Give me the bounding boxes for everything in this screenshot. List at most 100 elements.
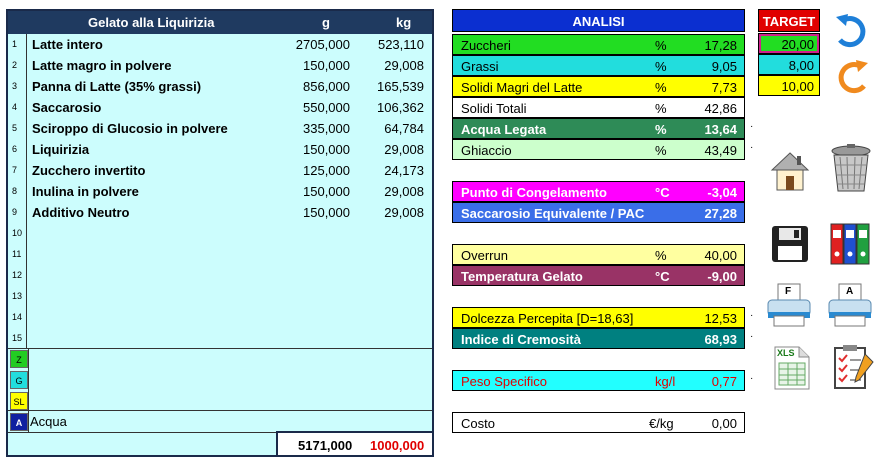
ingredient-grams[interactable]: 150,000 xyxy=(303,58,350,73)
print-f-icon[interactable]: F xyxy=(766,282,812,328)
target-grassi[interactable]: 8,00 xyxy=(758,54,820,75)
totals-row: 5171,000 1000,000 xyxy=(276,431,434,457)
binders-icon[interactable] xyxy=(829,220,873,266)
ingredient-grams[interactable]: 150,000 xyxy=(303,142,350,157)
ingredient-row[interactable]: 1 Latte intero 2705,000 523,110 xyxy=(8,34,432,55)
ingredient-row[interactable]: 15 xyxy=(8,328,432,349)
row-number: 8 xyxy=(12,186,18,196)
ingredient-name[interactable]: Zucchero invertito xyxy=(32,163,146,178)
total-g: 5171,000 xyxy=(298,438,353,453)
ingredient-grams[interactable]: 2705,000 xyxy=(295,37,350,52)
ingredient-row[interactable]: 7 Zucchero invertito 125,000 24,173 xyxy=(8,160,432,181)
analisi-unit: % xyxy=(655,38,667,53)
row-number: 10 xyxy=(12,228,23,238)
target-zuccheri[interactable]: 20,00 xyxy=(758,33,820,54)
row-marker: · xyxy=(750,121,754,132)
row-marker: · xyxy=(750,373,754,384)
ingredient-name[interactable]: Additivo Neutro xyxy=(32,205,130,220)
analisi-value: 7,73 xyxy=(711,80,737,95)
ingredient-grams[interactable]: 125,000 xyxy=(303,163,350,178)
row-number: 9 xyxy=(12,207,18,217)
analisi-value: -3,04 xyxy=(707,185,737,200)
analisi-header: ANALISI xyxy=(452,9,745,32)
ingredient-row[interactable]: 11 xyxy=(8,244,432,265)
target-solidi-magri[interactable]: 10,00 xyxy=(758,75,820,96)
print-a-icon[interactable]: A xyxy=(827,282,873,328)
analisi-value: 17,28 xyxy=(704,38,737,53)
print-f-label: F xyxy=(785,286,792,297)
analisi-label: Zuccheri xyxy=(461,38,511,53)
recipe-title: Gelato alla Liquirizia xyxy=(88,15,215,30)
peso-label: Peso Specifico xyxy=(461,374,547,389)
costo-label: Costo xyxy=(461,416,495,431)
analisi-label: Dolcezza Percepita [D=18,63] xyxy=(461,311,634,326)
ingredient-row[interactable]: 4 Saccarosio 550,000 106,362 xyxy=(8,97,432,118)
col-kg-header: kg xyxy=(396,15,412,30)
ingredient-grams[interactable]: 150,000 xyxy=(303,205,350,220)
analisi-row: Zuccheri% 17,28 xyxy=(452,34,745,55)
total-kg: 1000,000 xyxy=(370,438,425,453)
analisi-unit: °C xyxy=(655,269,670,284)
ingredient-name[interactable]: Liquirizia xyxy=(32,142,90,157)
analisi-row: Acqua Legata% 13,64 xyxy=(452,118,745,139)
analisi-row: Temperatura Gelato °C -9,00 xyxy=(452,265,745,286)
trash-icon[interactable] xyxy=(830,143,872,195)
checklist-icon[interactable] xyxy=(831,344,875,392)
analisi-value: 12,53 xyxy=(704,311,737,326)
ingredient-grams[interactable]: 335,000 xyxy=(303,121,350,136)
analisi-value: -9,00 xyxy=(707,269,737,284)
ingredient-kg: 29,008 xyxy=(384,184,424,199)
ingredient-name[interactable]: Inulina in polvere xyxy=(32,184,139,199)
ingredient-row[interactable]: 14 xyxy=(8,307,432,328)
analisi-unit: % xyxy=(655,80,667,95)
analisi-row: Indice di Cremosità 68,93 xyxy=(452,328,745,349)
ingredient-name[interactable]: Panna di Latte (35% grassi) xyxy=(32,79,202,94)
ingredient-row[interactable]: 3 Panna di Latte (35% grassi) 856,000 165,5… xyxy=(8,76,432,97)
peso-value: 0,77 xyxy=(711,374,737,389)
redo-icon[interactable] xyxy=(834,12,870,50)
save-icon[interactable] xyxy=(770,224,810,264)
ingredient-row[interactable]: 10 xyxy=(8,223,432,244)
ingredient-row[interactable]: 5 Sciroppo di Glucosio in polvere 335,000 6… xyxy=(8,118,432,139)
analisi-unit: % xyxy=(655,101,667,116)
target-header: TARGET xyxy=(758,9,820,32)
ingredient-name[interactable]: Latte magro in polvere xyxy=(32,58,172,73)
ingredients-header: Gelato alla Liquirizia g kg xyxy=(8,11,432,34)
undo-icon[interactable] xyxy=(834,58,870,96)
analisi-label: Acqua Legata xyxy=(461,122,547,137)
analisi-row: Dolcezza Percepita [D=18,63] 12,53 xyxy=(452,307,745,328)
costo-row: Costo €/kg 0,00 xyxy=(452,412,745,433)
ingredient-row[interactable]: 13 xyxy=(8,286,432,307)
ingredient-kg: 165,539 xyxy=(377,79,424,94)
ingredient-grams[interactable]: 550,000 xyxy=(303,100,350,115)
print-a-label: A xyxy=(846,286,854,297)
ingredient-kg: 523,110 xyxy=(377,37,424,52)
analisi-row: Grassi% 9,05 xyxy=(452,55,745,76)
row-marker: · xyxy=(750,142,754,153)
ingredient-row[interactable]: 8 Inulina in polvere 150,000 29,008 xyxy=(8,181,432,202)
ingredient-row[interactable]: 9 Additivo Neutro 150,000 29,008 xyxy=(8,202,432,223)
ingredient-row[interactable]: 6 Liquirizia 150,000 29,008 xyxy=(8,139,432,160)
ingredient-kg: 29,008 xyxy=(384,205,424,220)
ingredient-kg: 29,008 xyxy=(384,142,424,157)
ingredient-grams[interactable]: 150,000 xyxy=(303,184,350,199)
analisi-row: Solidi Magri del Latte% 7,73 xyxy=(452,76,745,97)
tag-zuccheri: Z xyxy=(10,350,28,368)
home-icon[interactable] xyxy=(770,150,810,192)
analisi-value: 68,93 xyxy=(704,332,737,347)
row-number: 2 xyxy=(12,60,18,70)
row-number: 14 xyxy=(12,312,23,322)
ingredient-grams[interactable]: 856,000 xyxy=(303,79,350,94)
analisi-row: Ghiaccio% 43,49 xyxy=(452,139,745,160)
analisi-row: Saccarosio Equivalente / PAC 27,28 xyxy=(452,202,745,223)
analisi-unit: % xyxy=(655,248,667,263)
ingredient-row[interactable]: 12 xyxy=(8,265,432,286)
ingredient-name[interactable]: Sciroppo di Glucosio in polvere xyxy=(32,121,228,136)
excel-icon[interactable]: XLS xyxy=(771,345,811,391)
ingredient-name[interactable]: Saccarosio xyxy=(32,100,102,115)
analisi-label: Indice di Cremosità xyxy=(461,332,581,347)
ingredient-row[interactable]: 2 Latte magro in polvere 150,000 29,008 xyxy=(8,55,432,76)
row-number: 4 xyxy=(12,102,18,112)
ingredient-name[interactable]: Latte intero xyxy=(32,37,103,52)
analisi-label: Ghiaccio xyxy=(461,143,512,158)
